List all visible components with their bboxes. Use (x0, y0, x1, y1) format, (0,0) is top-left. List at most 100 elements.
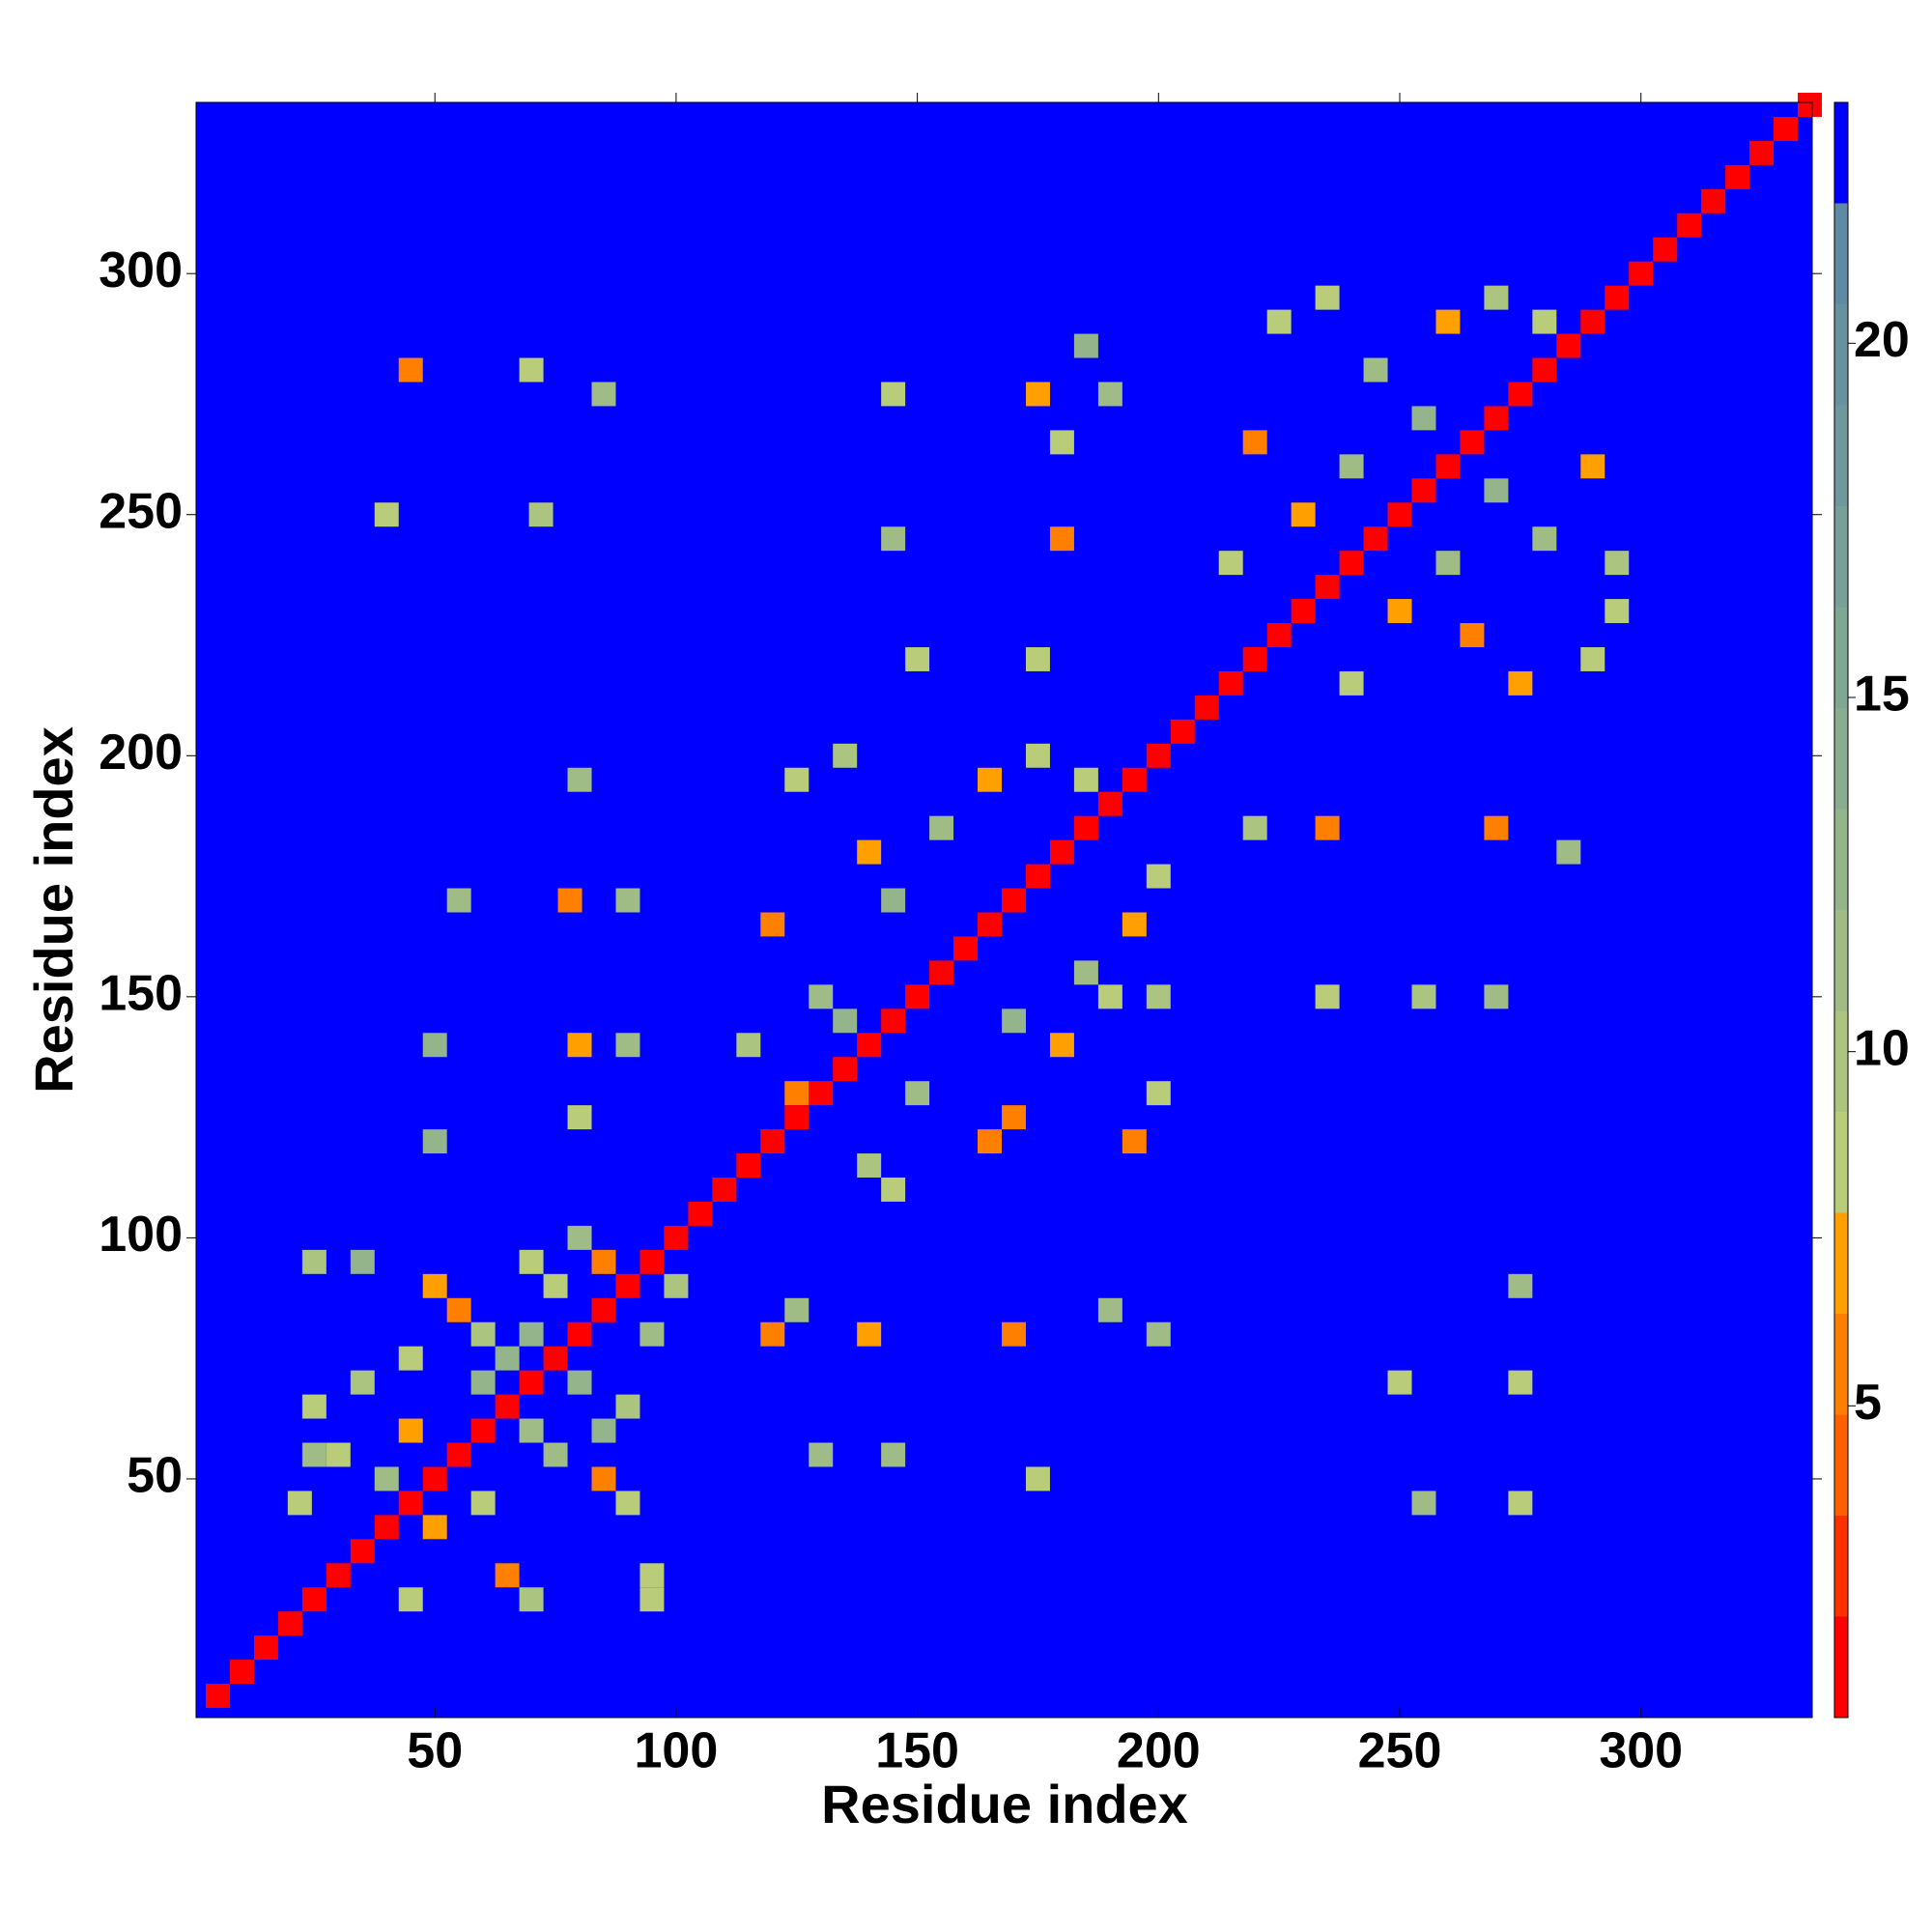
heatmap-cell (1097, 1297, 1122, 1322)
heatmap-cell (809, 1442, 834, 1467)
heatmap-cell (591, 1249, 616, 1274)
x-tick-label: 150 (875, 1723, 959, 1779)
heatmap-cell (422, 1033, 447, 1058)
heatmap-cell (1580, 309, 1605, 334)
heatmap-cell (1025, 743, 1050, 768)
heatmap-cell (712, 1178, 737, 1202)
heatmap-cell (736, 1153, 761, 1179)
colorbar-band (1834, 708, 1848, 810)
heatmap-cell (495, 1563, 520, 1588)
heatmap-cell (374, 502, 399, 527)
heatmap-cell (1508, 1273, 1533, 1298)
heatmap-cell (1122, 1129, 1147, 1154)
heatmap-cell (1025, 382, 1050, 407)
heatmap-cell (422, 1129, 447, 1154)
heatmap-cell (1749, 140, 1775, 165)
heatmap-cell (1049, 526, 1074, 552)
colorbar-band (1834, 1010, 1848, 1112)
heatmap-cell (881, 1009, 906, 1034)
colorbar-tick-label: 5 (1854, 1375, 1882, 1431)
heatmap-cell (881, 888, 906, 913)
colorbar-frame (1833, 101, 1849, 1719)
heatmap-cell (422, 1273, 447, 1298)
heatmap-cell (784, 1297, 810, 1322)
heatmap-cell (1798, 93, 1822, 117)
heatmap-cell (1002, 1009, 1026, 1034)
heatmap-cell (1146, 1081, 1171, 1106)
heatmap-cell (301, 1442, 327, 1467)
heatmap-cell (1411, 406, 1436, 431)
heatmap-cell (905, 1081, 930, 1106)
heatmap-cell (833, 743, 858, 768)
heatmap-cell (615, 888, 640, 913)
heatmap-cell (591, 1297, 616, 1322)
heatmap-cell (1025, 864, 1050, 889)
heatmap-cell (1653, 237, 1678, 262)
heatmap-cell (1315, 575, 1340, 600)
heatmap-cell (253, 1635, 278, 1661)
heatmap-cell (615, 1394, 640, 1419)
heatmap-cell (1242, 815, 1267, 840)
heatmap-cell (953, 936, 979, 961)
heatmap-cell (519, 1321, 544, 1347)
heatmap-cell (1774, 116, 1799, 141)
heatmap-cell (615, 1273, 640, 1298)
heatmap-cell (470, 1321, 496, 1347)
heatmap-cell (1242, 646, 1267, 671)
heatmap-cell (1291, 502, 1316, 527)
heatmap-cell (688, 1201, 713, 1226)
heatmap-cell (446, 1297, 471, 1322)
heatmap-cell (567, 1225, 592, 1250)
heatmap-cell (978, 912, 1003, 937)
heatmap-cell (1460, 623, 1485, 647)
heatmap-cell (1532, 357, 1557, 383)
heatmap-cell (615, 1033, 640, 1058)
colorbar-band (1834, 1516, 1848, 1617)
heatmap-cell (1097, 791, 1122, 816)
heatmap-cell (1556, 333, 1581, 358)
heatmap-cell (1484, 406, 1509, 431)
y-tick-label: 200 (99, 724, 183, 781)
heatmap-cell (1484, 815, 1509, 840)
y-axis-label: Residue index (23, 726, 84, 1094)
colorbar-band (1834, 203, 1848, 304)
heatmap-cell (736, 1033, 761, 1058)
colorbar-band (1834, 304, 1848, 406)
y-tick-label: 100 (99, 1207, 183, 1263)
x-tick-label: 250 (1358, 1723, 1442, 1779)
heatmap-cell (881, 1442, 906, 1467)
heatmap-cell (1218, 670, 1243, 696)
colorbar-band (1834, 607, 1848, 708)
heatmap-cell (639, 1321, 665, 1347)
heatmap-cell (857, 1033, 882, 1058)
heatmap-cell (833, 1057, 858, 1082)
colorbar-band (1834, 809, 1848, 910)
colorbar-tick-label: 15 (1854, 667, 1910, 723)
heatmap-cell (1532, 309, 1557, 334)
heatmap-cell (1508, 382, 1533, 407)
heatmap-cell (1266, 623, 1292, 647)
heatmap-cell (519, 1587, 544, 1612)
heatmap-cell (1025, 1466, 1050, 1492)
heatmap-cell (1677, 213, 1702, 238)
heatmap-cell (591, 1418, 616, 1443)
x-tick-label: 300 (1599, 1723, 1683, 1779)
heatmap-cell (1556, 839, 1581, 865)
heatmap-cell (301, 1587, 327, 1612)
heatmap-cell (881, 526, 906, 552)
heatmap-cell (1435, 454, 1461, 479)
heatmap-cell (277, 1611, 302, 1636)
heatmap-cell (639, 1249, 665, 1274)
heatmap-cell (1097, 382, 1122, 407)
y-tick-label: 250 (99, 483, 183, 539)
heatmap-cell (1122, 767, 1147, 792)
colorbar-band (1834, 506, 1848, 608)
heatmap-cell (1002, 888, 1026, 913)
heatmap-cell (1605, 551, 1630, 576)
heatmap-cell (1605, 285, 1630, 310)
heatmap-cell (1073, 333, 1098, 358)
heatmap-cell (301, 1249, 327, 1274)
colorbar-band (1834, 1616, 1848, 1718)
x-tick-label: 50 (407, 1723, 463, 1779)
